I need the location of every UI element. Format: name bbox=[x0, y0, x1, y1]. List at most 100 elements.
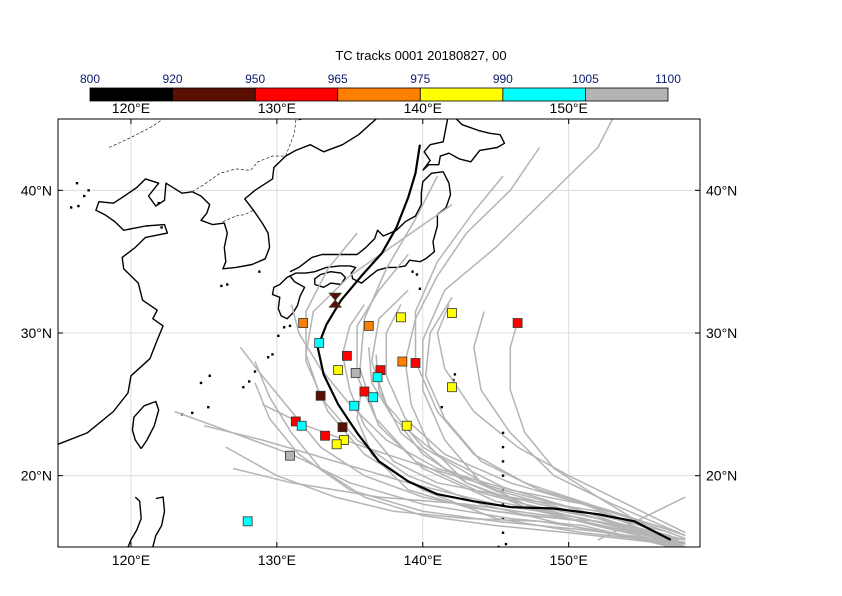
colorbar-segment bbox=[585, 87, 669, 102]
square-marker bbox=[447, 382, 457, 393]
border-line bbox=[235, 210, 254, 217]
colorbar-label: 1100 bbox=[655, 72, 681, 86]
square-marker bbox=[401, 420, 412, 431]
border-line bbox=[192, 155, 286, 193]
mean-track-line bbox=[316, 144, 672, 541]
ensemble-track bbox=[597, 496, 686, 541]
island bbox=[87, 189, 90, 192]
island bbox=[418, 287, 422, 290]
square-marker bbox=[372, 372, 383, 383]
lon-label-top: 140°E bbox=[404, 100, 442, 116]
ensemble-track bbox=[225, 446, 686, 547]
square-marker bbox=[410, 358, 421, 368]
lon-label-top: 120°E bbox=[112, 100, 150, 116]
island bbox=[411, 270, 414, 273]
mean-track bbox=[316, 144, 672, 541]
square-marker bbox=[397, 356, 408, 367]
ensemble-track bbox=[385, 304, 672, 531]
island bbox=[242, 386, 245, 389]
ensemble-track bbox=[422, 119, 686, 541]
island bbox=[504, 542, 508, 546]
square-marker bbox=[285, 450, 295, 461]
colorbar-label: 1005 bbox=[572, 72, 599, 86]
island bbox=[83, 194, 86, 198]
coastline bbox=[131, 400, 160, 449]
lon-label-bottom: 150°E bbox=[550, 552, 588, 568]
island bbox=[220, 284, 223, 288]
border-line bbox=[285, 119, 305, 157]
lat-label-left: 30°N bbox=[21, 325, 52, 341]
lat-label-left: 40°N bbox=[21, 182, 52, 198]
lat-label-right: 30°N bbox=[706, 325, 737, 341]
island bbox=[253, 370, 257, 373]
ensemble-track bbox=[375, 354, 686, 541]
square-marker bbox=[359, 386, 370, 397]
square-marker bbox=[368, 392, 379, 403]
island bbox=[75, 182, 79, 185]
square-marker bbox=[314, 338, 325, 348]
coastline bbox=[271, 275, 306, 320]
lat-label-left: 20°N bbox=[21, 468, 52, 484]
lon-label-top: 150°E bbox=[550, 100, 588, 116]
island bbox=[501, 531, 505, 534]
coastline bbox=[127, 496, 142, 547]
map-area bbox=[58, 119, 686, 547]
coastline bbox=[191, 119, 377, 270]
island bbox=[453, 373, 457, 376]
island bbox=[501, 474, 505, 477]
square-marker bbox=[447, 308, 457, 318]
ensemble-track bbox=[436, 304, 686, 534]
lat-label-right: 20°N bbox=[706, 468, 737, 484]
square-marker bbox=[512, 318, 523, 328]
ensemble-track bbox=[473, 311, 686, 537]
island bbox=[77, 204, 80, 208]
map-title: TC tracks 0001 20180827, 00 bbox=[335, 48, 507, 63]
island bbox=[282, 326, 286, 329]
ensemble-track bbox=[356, 389, 686, 541]
square-marker bbox=[331, 439, 342, 450]
ensemble-track bbox=[254, 361, 671, 545]
hourglass-marker bbox=[328, 292, 343, 308]
coastline bbox=[422, 119, 506, 171]
border-line bbox=[108, 119, 164, 148]
square-marker bbox=[350, 368, 361, 378]
square-marker bbox=[363, 320, 374, 331]
island bbox=[288, 324, 292, 328]
ensemble-track bbox=[239, 346, 671, 543]
island bbox=[440, 405, 443, 409]
ensemble-track bbox=[174, 410, 671, 547]
border-line bbox=[222, 215, 237, 222]
colorbar-label: 920 bbox=[163, 72, 183, 86]
ensemble-track bbox=[254, 382, 686, 544]
island bbox=[69, 206, 73, 209]
island bbox=[501, 431, 505, 435]
square-marker bbox=[395, 312, 406, 323]
colorbar-label: 990 bbox=[493, 72, 513, 86]
island bbox=[199, 381, 203, 385]
lon-label-bottom: 130°E bbox=[258, 552, 296, 568]
lon-label-bottom: 120°E bbox=[112, 552, 150, 568]
lon-label-bottom: 140°E bbox=[404, 552, 442, 568]
axis-labels: 120°E 120°E 130°E 130°E 140°E 140°E 150°E 150°E… bbox=[21, 100, 738, 568]
lat-label-right: 40°N bbox=[706, 182, 737, 198]
coastline bbox=[279, 171, 452, 286]
island bbox=[266, 356, 270, 359]
square-marker bbox=[320, 430, 330, 441]
island bbox=[501, 503, 505, 506]
square-marker bbox=[296, 420, 307, 431]
coastline bbox=[152, 496, 166, 547]
pressure-colorbar: 800 920 950 965 975 990 1005 1100 bbox=[80, 72, 681, 102]
square-marker bbox=[337, 422, 348, 433]
track-end-markers bbox=[242, 292, 523, 527]
colorbar-label: 975 bbox=[410, 72, 430, 86]
colorbar-label: 950 bbox=[245, 72, 265, 86]
island bbox=[501, 517, 505, 520]
country-borders bbox=[108, 119, 305, 222]
island bbox=[277, 334, 280, 338]
island bbox=[226, 283, 229, 286]
island bbox=[258, 270, 261, 273]
island bbox=[501, 445, 505, 449]
colorbar-label: 800 bbox=[80, 72, 100, 86]
graticule bbox=[58, 119, 700, 547]
